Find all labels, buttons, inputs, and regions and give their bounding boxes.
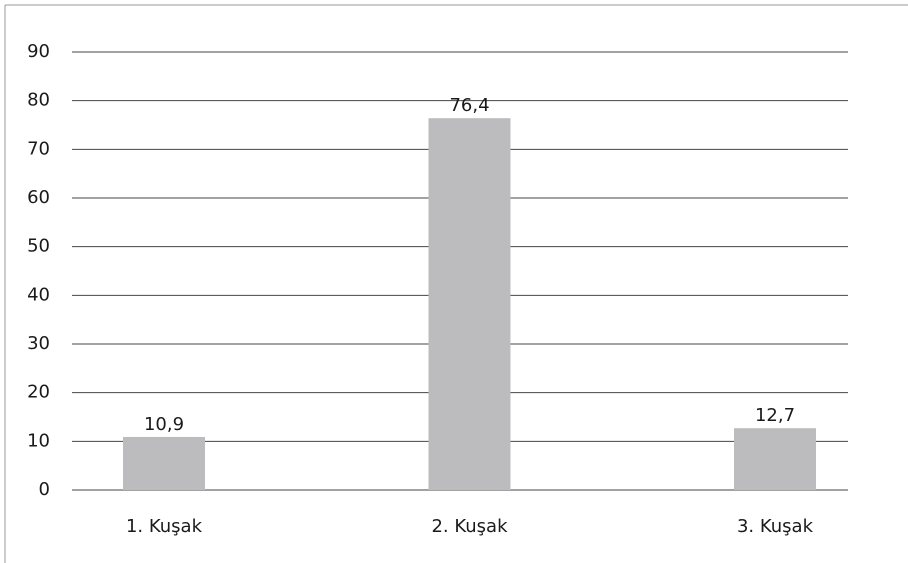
data-label: 12,7 (755, 405, 795, 426)
y-tick-label: 80 (27, 90, 50, 111)
bar (123, 436, 205, 490)
y-tick-label: 70 (27, 138, 50, 159)
x-tick-label: 1. Kuşak (126, 516, 203, 537)
x-tick-label: 3. Kuşak (737, 516, 814, 537)
data-label: 76,4 (449, 95, 489, 116)
y-tick-label: 30 (27, 333, 50, 354)
y-tick-label: 50 (27, 236, 50, 257)
y-tick-label: 20 (27, 382, 50, 403)
y-tick-label: 40 (27, 284, 50, 305)
y-tick-label: 10 (27, 430, 50, 451)
bar (734, 428, 816, 490)
y-tick-label: 90 (27, 41, 50, 62)
x-tick-label: 2. Kuşak (431, 516, 508, 537)
data-label: 10,9 (144, 414, 184, 435)
bar (428, 118, 511, 490)
y-tick-label: 60 (27, 187, 50, 208)
y-tick-label: 0 (39, 479, 50, 500)
